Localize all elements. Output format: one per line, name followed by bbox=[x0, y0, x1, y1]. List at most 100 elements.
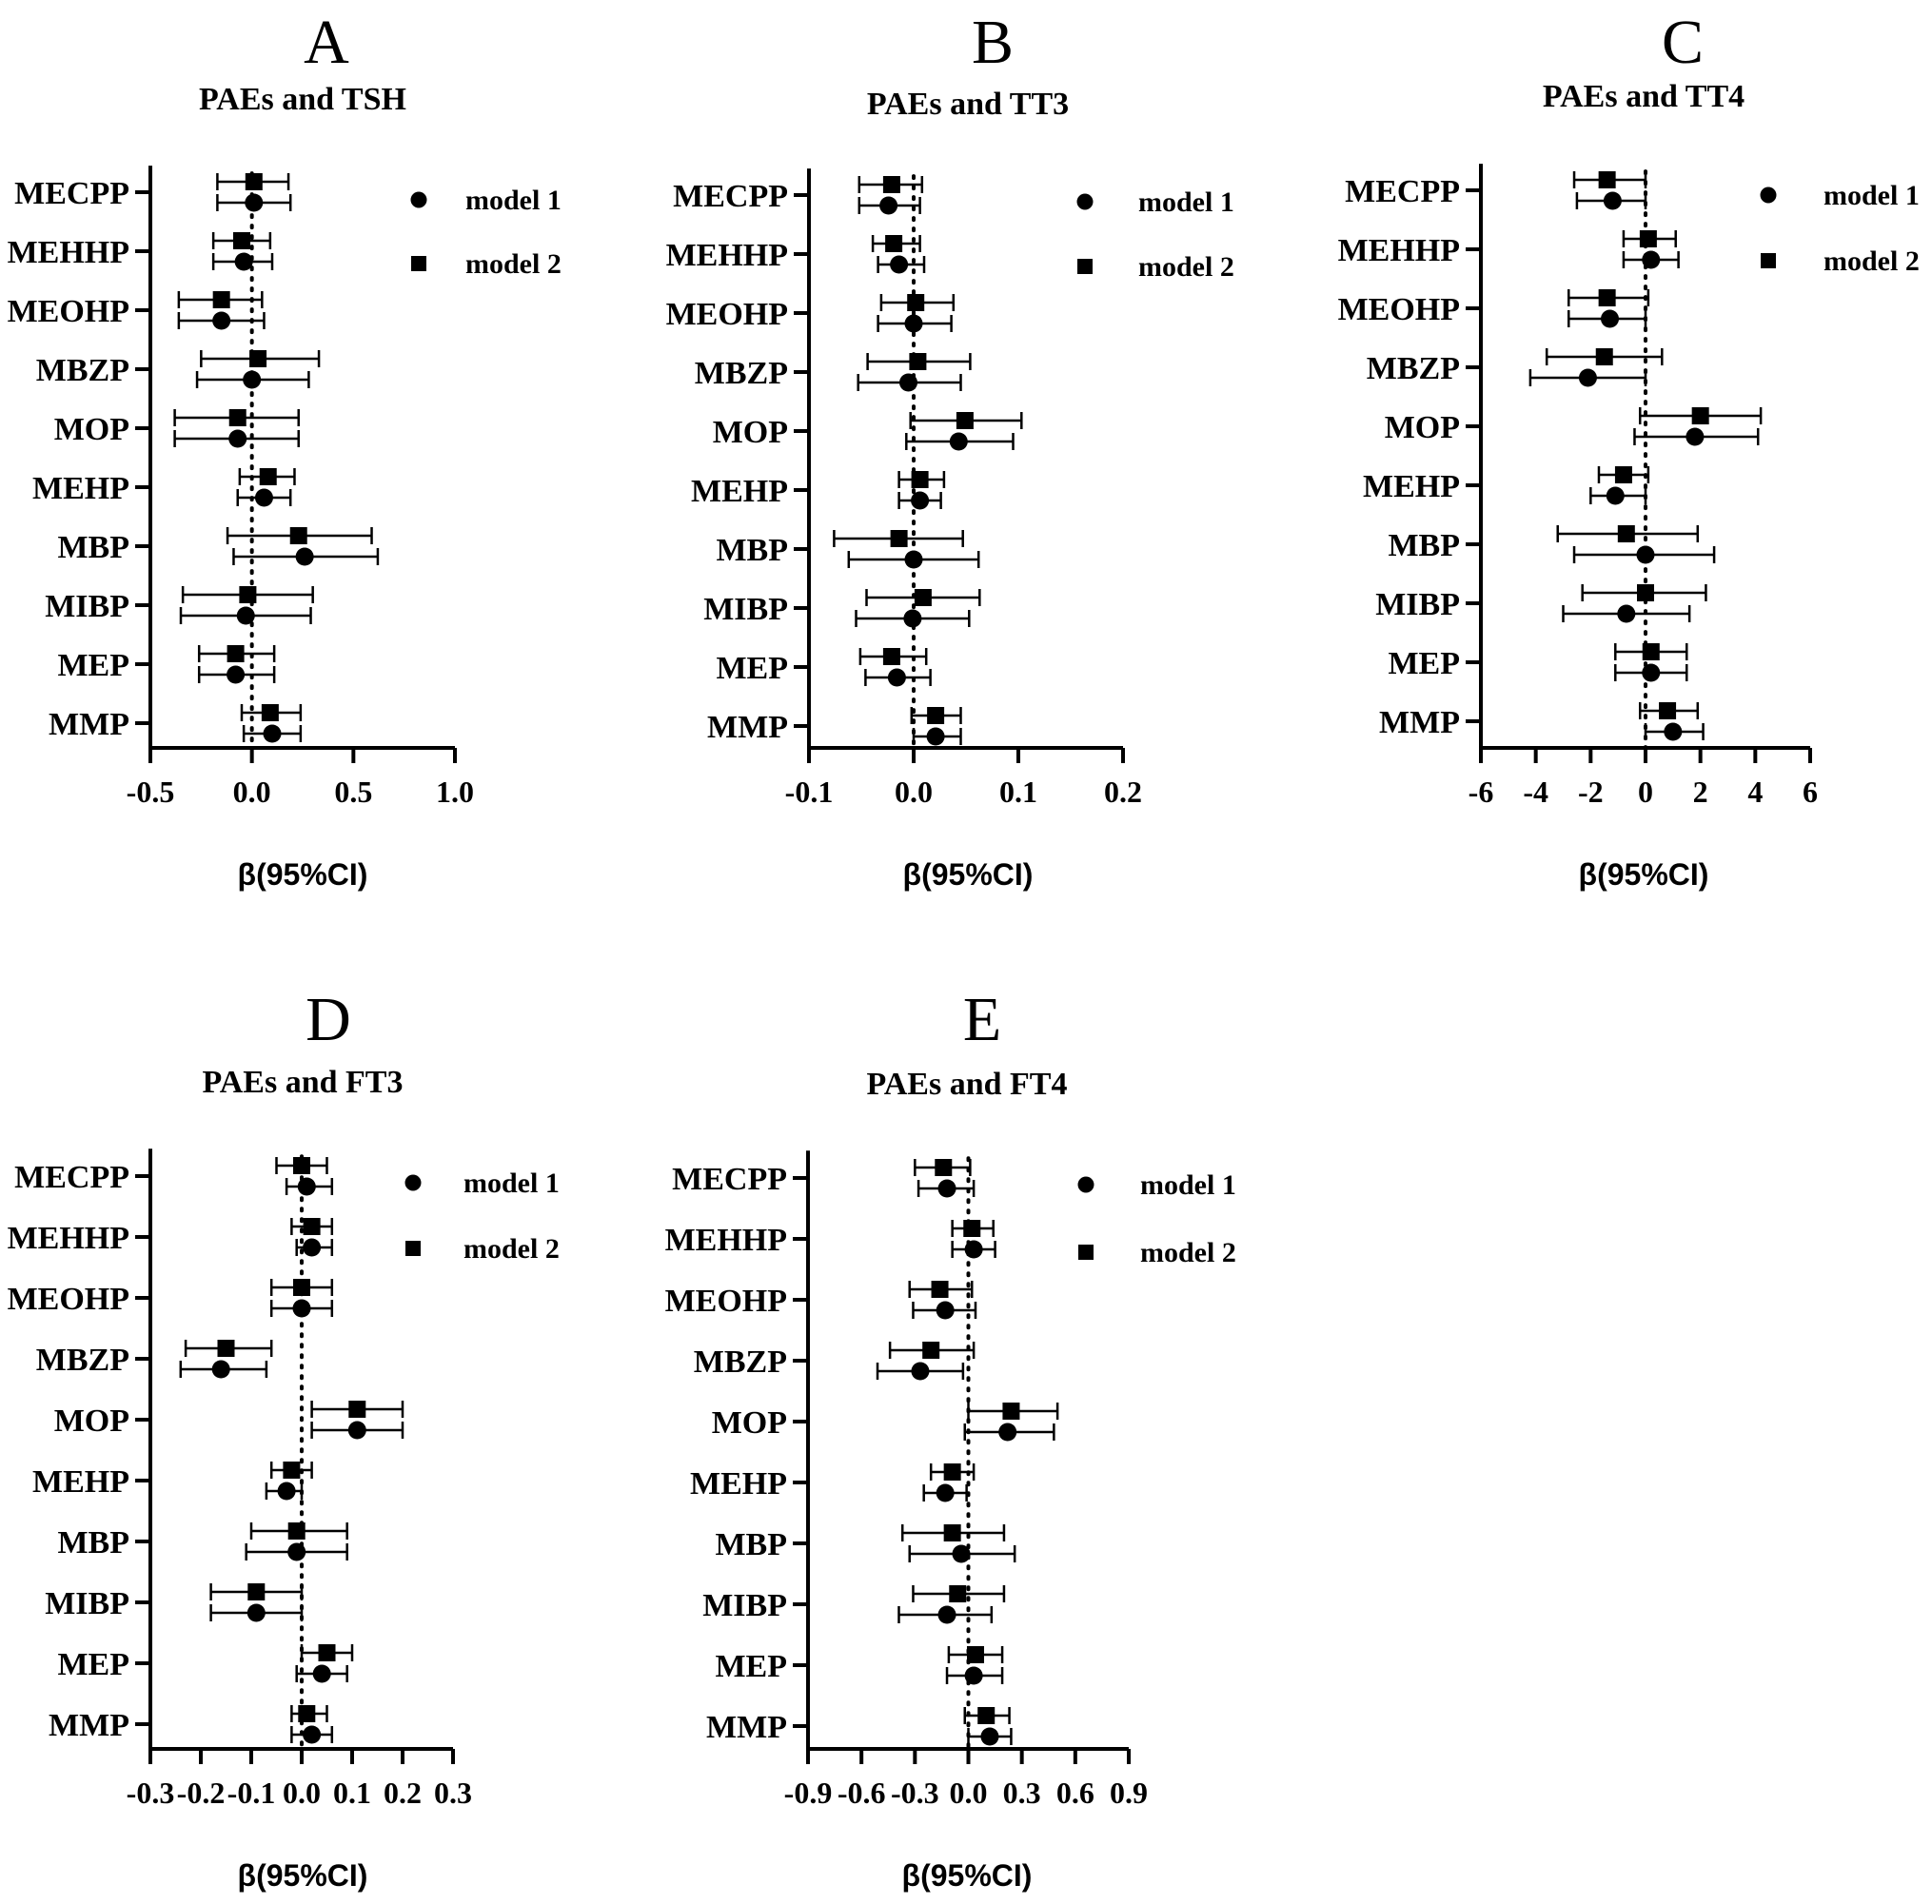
point-model-1 bbox=[1636, 545, 1655, 564]
legend-marker-square bbox=[1761, 253, 1776, 268]
point-model-1 bbox=[887, 668, 906, 687]
point-model-2 bbox=[966, 1646, 984, 1663]
point-model-2 bbox=[245, 173, 263, 190]
category-label: MEP bbox=[57, 648, 129, 683]
category-label: MEHP bbox=[691, 474, 788, 509]
point-model-1 bbox=[1603, 191, 1622, 210]
point-model-1 bbox=[263, 724, 282, 743]
point-model-2 bbox=[228, 409, 246, 426]
x-axis-title: β(95%CI) bbox=[902, 1858, 1033, 1893]
x-tick-label: -0.2 bbox=[177, 1776, 226, 1810]
point-model-1 bbox=[277, 1482, 296, 1501]
point-model-1 bbox=[980, 1727, 999, 1746]
x-tick-label: -0.1 bbox=[785, 775, 834, 809]
category-label: MOP bbox=[1385, 410, 1460, 445]
point-model-1 bbox=[903, 609, 922, 628]
point-model-2 bbox=[287, 1522, 306, 1540]
point-model-2 bbox=[293, 1279, 310, 1296]
point-model-1 bbox=[949, 432, 968, 451]
point-model-2 bbox=[922, 1342, 940, 1359]
panel-d: D PAEs and FT3 MECPP MEHHP MEOHP MBZP MOP MEHP M… bbox=[8, 985, 560, 1893]
point-model-1 bbox=[236, 606, 255, 625]
point-model-2 bbox=[885, 235, 903, 252]
legend-marker-circle bbox=[1077, 1176, 1094, 1193]
category-label: MEHHP bbox=[666, 238, 788, 273]
legend-label: model 2 bbox=[1140, 1237, 1236, 1268]
x-tick-label: 0.2 bbox=[1104, 775, 1142, 809]
x-tick-label: 0.0 bbox=[283, 1776, 321, 1810]
point-model-1 bbox=[937, 1179, 956, 1198]
category-label: MEHHP bbox=[1338, 233, 1460, 268]
legend-label: model 1 bbox=[1138, 186, 1234, 218]
point-model-1 bbox=[964, 1666, 983, 1685]
category-label: MEP bbox=[57, 1647, 129, 1682]
x-tick-label: 0.1 bbox=[333, 1776, 371, 1810]
x-tick-label: -6 bbox=[1469, 775, 1494, 809]
point-model-1 bbox=[295, 547, 314, 566]
category-label: MEOHP bbox=[666, 297, 788, 332]
point-model-2 bbox=[1637, 584, 1654, 601]
point-model-1 bbox=[303, 1238, 322, 1257]
category-label: MOP bbox=[54, 412, 129, 447]
x-axis-title: β(95%CI) bbox=[238, 857, 368, 892]
panel-title: PAEs and TSH bbox=[199, 82, 406, 117]
x-tick-label: -0.1 bbox=[227, 1776, 276, 1810]
x-tick-label: -0.6 bbox=[838, 1776, 886, 1810]
panel-title: PAEs and TT3 bbox=[867, 87, 1069, 122]
point-model-2 bbox=[1639, 230, 1657, 247]
x-tick-label: -2 bbox=[1578, 775, 1604, 809]
point-model-2 bbox=[212, 291, 230, 308]
legend-label: model 2 bbox=[1824, 245, 1920, 277]
point-model-2 bbox=[293, 1157, 310, 1174]
point-model-2 bbox=[298, 1705, 316, 1722]
category-label: MEHHP bbox=[8, 1221, 129, 1256]
category-label: MIBP bbox=[45, 1586, 129, 1621]
category-label: MEOHP bbox=[8, 1282, 129, 1317]
panel-letter: A bbox=[304, 8, 349, 77]
point-model-1 bbox=[1606, 486, 1625, 505]
category-label: MOP bbox=[713, 415, 788, 450]
point-model-2 bbox=[1659, 702, 1677, 719]
point-model-2 bbox=[1614, 466, 1632, 483]
legend-marker-circle bbox=[1076, 193, 1094, 210]
panel-letter: D bbox=[306, 985, 351, 1054]
point-model-2 bbox=[914, 589, 932, 606]
point-model-1 bbox=[890, 255, 909, 274]
x-tick-label: 0.0 bbox=[950, 1776, 988, 1810]
point-model-2 bbox=[318, 1644, 336, 1661]
category-label: MIBP bbox=[45, 589, 129, 624]
point-model-2 bbox=[239, 586, 257, 603]
point-model-2 bbox=[1617, 525, 1635, 542]
legend-label: model 1 bbox=[1824, 180, 1920, 211]
point-model-1 bbox=[1642, 250, 1661, 269]
category-label: MIBP bbox=[703, 592, 788, 627]
point-model-1 bbox=[879, 196, 898, 215]
point-model-2 bbox=[943, 1463, 961, 1481]
x-tick-label: 0.9 bbox=[1110, 1776, 1148, 1810]
point-model-1 bbox=[911, 491, 930, 510]
panel-a: A PAEs and TSH MECPP MEHHP MEOHP MBZP MOP MEHP M… bbox=[8, 8, 562, 892]
legend-marker-square bbox=[411, 256, 426, 271]
point-model-1 bbox=[1686, 427, 1705, 446]
panel-title: PAEs and FT3 bbox=[203, 1065, 404, 1100]
x-tick-label: 0.1 bbox=[999, 775, 1037, 809]
legend-marker-circle bbox=[410, 191, 427, 208]
point-model-1 bbox=[234, 252, 253, 271]
category-label: MMP bbox=[49, 1708, 129, 1743]
point-model-2 bbox=[907, 294, 925, 311]
point-model-1 bbox=[312, 1664, 331, 1683]
category-label: MEHHP bbox=[8, 235, 129, 270]
panel-b: B PAEs and TT3 MECPP MEHHP MEOHP MBZP MOP MEHP M… bbox=[666, 8, 1234, 892]
panel-e: E PAEs and FT4 MECPP MEHHP MEOHP MBZP MOP MEHP M… bbox=[665, 985, 1236, 1893]
x-tick-label: 0.3 bbox=[434, 1776, 472, 1810]
x-tick-label: 1.0 bbox=[436, 775, 474, 809]
point-model-1 bbox=[212, 311, 231, 330]
point-model-2 bbox=[890, 530, 908, 547]
category-label: MIBP bbox=[702, 1588, 787, 1623]
point-model-2 bbox=[348, 1401, 366, 1418]
point-model-2 bbox=[283, 1462, 301, 1479]
point-model-1 bbox=[246, 1603, 266, 1622]
point-model-2 bbox=[949, 1585, 967, 1602]
x-axis-title: β(95%CI) bbox=[903, 857, 1034, 892]
point-model-1 bbox=[243, 370, 262, 389]
